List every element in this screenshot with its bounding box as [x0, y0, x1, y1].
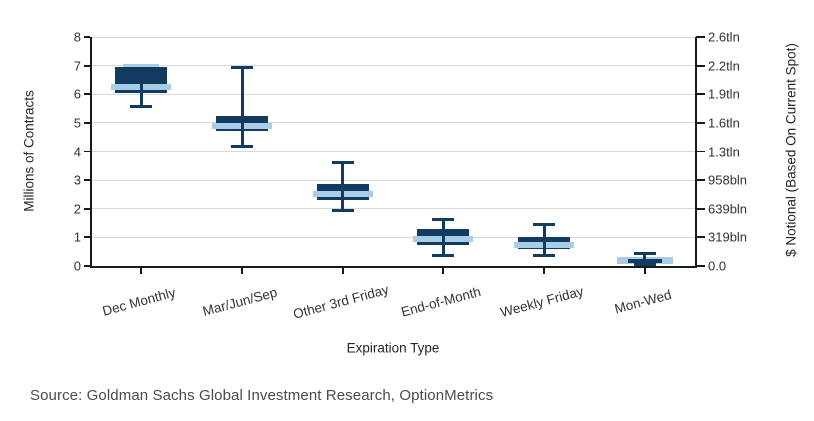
- y-axis-left-tick: [83, 236, 90, 239]
- y-axis-right-tick-label: 1.9tln: [708, 86, 740, 102]
- y-axis-right-tick-label: 2.6tln: [708, 29, 740, 45]
- whisker-cap-high: [633, 252, 656, 256]
- whisker-cap-low: [533, 253, 555, 257]
- y-axis-left-tick: [83, 150, 90, 153]
- y-axis-left-tick: [83, 64, 90, 67]
- whisker-cap-high: [432, 217, 455, 221]
- y-axis-left-tick: [83, 207, 90, 210]
- y-axis-left-tick: [83, 36, 90, 38]
- whisker-stem: [240, 67, 244, 146]
- y-axis-right-tick: [696, 93, 705, 96]
- whisker-cap-low: [231, 144, 253, 148]
- x-axis-tick: [442, 267, 445, 274]
- whisker-cap-high: [231, 66, 253, 70]
- y-axis-left-tick-label: 3: [73, 172, 81, 188]
- y-axis-right-tick: [696, 207, 705, 210]
- x-axis-category-label: Other 3rd Friday: [291, 281, 391, 322]
- y-axis-right-tick-label: 0.0: [708, 258, 727, 274]
- y-axis-right-title: $ Notional (Based On Current Spot): [783, 43, 799, 257]
- y-axis-right-tick: [696, 64, 705, 67]
- axis-spine-right: [694, 37, 697, 267]
- y-axis-right-tick: [696, 265, 705, 267]
- x-axis-tick: [341, 267, 344, 274]
- whisker-cap-high-light: [123, 63, 160, 68]
- x-axis-tick: [643, 267, 646, 274]
- gridline: [91, 36, 695, 38]
- y-axis-right-tick: [696, 236, 705, 239]
- y-axis-left-tick-label: 1: [73, 229, 81, 245]
- y-axis-left-title: Millions of Contracts: [21, 90, 37, 212]
- x-axis-category-label: Mar/Jun/Sep: [201, 284, 279, 319]
- y-axis-left-tick-label: 2: [73, 201, 81, 217]
- y-axis-left-tick: [83, 265, 90, 267]
- whisker-cap-low: [130, 104, 153, 108]
- whisker-stem-over-band: [542, 242, 546, 249]
- x-axis-tick: [543, 267, 545, 274]
- y-axis-left-tick-label: 6: [73, 86, 81, 102]
- x-axis-category-label: Mon-Wed: [612, 286, 673, 317]
- gridline: [91, 93, 695, 95]
- whisker-stem-over-band: [240, 123, 244, 130]
- y-axis-right-tick-label: 2.2tln: [708, 58, 740, 74]
- y-axis-right-tick-label: 639bln: [708, 201, 748, 217]
- x-axis-category-label: End-of-Month: [399, 283, 483, 320]
- gridline: [91, 208, 695, 210]
- y-axis-right-tick-label: 1.6tln: [708, 115, 740, 131]
- x-axis-category-label: Dec Monthly: [101, 284, 178, 319]
- whisker-cap-high: [533, 223, 555, 227]
- y-axis-left-tick-label: 8: [73, 29, 81, 45]
- y-axis-left-tick-label: 4: [73, 144, 81, 159]
- y-axis-left-tick-label: 5: [73, 115, 81, 131]
- whisker-cap-high: [331, 160, 354, 164]
- whisker-cap-low: [432, 253, 455, 257]
- axis-spine-bottom: [89, 265, 697, 268]
- x-axis-category-label: Weekly Friday: [498, 283, 586, 321]
- x-axis-tick: [140, 267, 143, 274]
- y-axis-right-tick-label: 319bln: [708, 229, 748, 245]
- whisker-stem-over-band: [341, 190, 345, 197]
- y-axis-right-tick-label: 1.3tln: [708, 144, 740, 159]
- y-axis-right-tick: [696, 179, 705, 182]
- whisker-cap-low: [331, 209, 354, 213]
- gridline: [91, 236, 695, 238]
- y-axis-left-tick: [83, 93, 90, 96]
- axis-spine-left: [89, 37, 92, 267]
- y-axis-right-tick: [696, 36, 705, 38]
- y-axis-left-tick-label: 7: [73, 58, 81, 74]
- y-axis-right-tick: [696, 150, 705, 153]
- y-axis-right-tick: [696, 121, 705, 124]
- y-axis-left-tick: [83, 179, 90, 182]
- source-note: Source: Goldman Sachs Global Investment …: [30, 387, 494, 404]
- gridline: [91, 179, 695, 181]
- y-axis-right-tick-label: 958bln: [708, 172, 748, 188]
- y-axis-left-tick: [83, 121, 90, 124]
- y-axis-left-tick-label: 0: [73, 258, 81, 274]
- whisker-stem-over-band: [441, 235, 445, 242]
- x-axis-title: Expiration Type: [346, 340, 440, 356]
- gridline: [91, 122, 695, 124]
- median-line-dark: [627, 259, 662, 263]
- gridline: [91, 151, 695, 152]
- whisker-cap-low: [633, 263, 656, 267]
- whisker-stem-over-band: [139, 83, 143, 90]
- gridline: [91, 65, 695, 67]
- x-axis-tick: [241, 267, 243, 274]
